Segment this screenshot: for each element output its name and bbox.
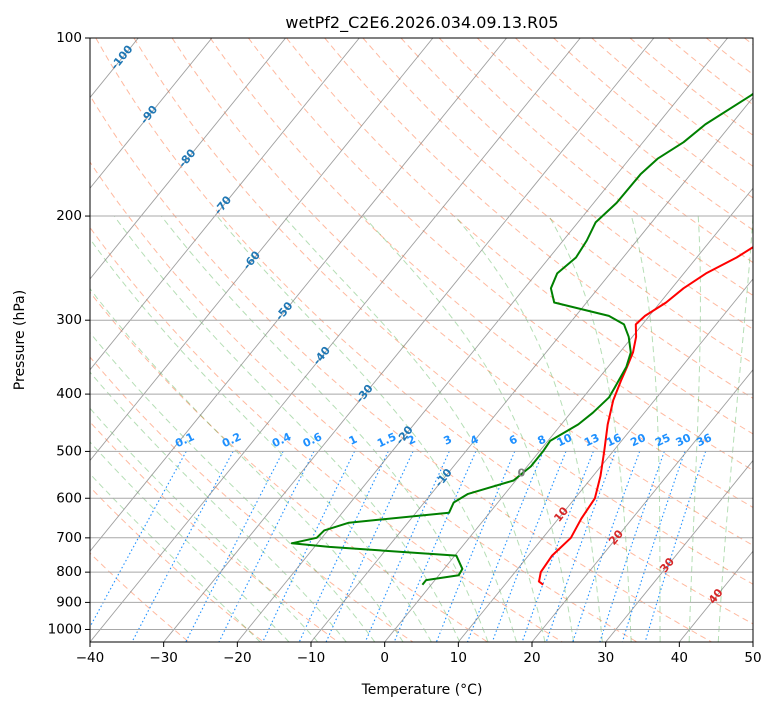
x-tick-label: 50 <box>744 650 761 666</box>
isotherm-line <box>310 96 753 642</box>
mixing-ratio-line <box>521 451 594 642</box>
mixing-ratio-label: 36 <box>694 431 714 449</box>
dewpoint-profile <box>290 92 753 586</box>
chart-title: wetPf2_C2E6.2026.034.09.13.R05 <box>285 13 558 33</box>
y-tick-label: 300 <box>56 312 82 328</box>
x-tick-label: 0 <box>380 650 389 666</box>
moist-adiabat <box>688 215 701 642</box>
isotherm-line <box>236 38 728 642</box>
background-lines <box>0 38 753 642</box>
mixing-ratio-label: 30 <box>674 431 694 449</box>
y-tick-label: 200 <box>56 208 82 224</box>
y-tick-label: 500 <box>56 443 82 459</box>
moist-adiabat <box>90 441 290 642</box>
isotherm-line <box>605 459 753 642</box>
mixing-ratio-label: 13 <box>582 431 601 449</box>
isotherm-line <box>752 641 753 642</box>
dry-adiabat <box>90 291 488 642</box>
y-tick-label: 100 <box>56 30 82 46</box>
dry-adiabat <box>90 226 563 642</box>
moist-adiabat <box>113 215 461 642</box>
y-tick-label: 800 <box>56 564 82 580</box>
plot-background <box>90 38 753 642</box>
x-axis-label: Temperature (°C) <box>361 682 483 698</box>
plot-frame <box>89 37 754 643</box>
y-tick-label: 400 <box>56 386 82 402</box>
mixing-ratio-label: 25 <box>653 431 672 449</box>
freezing-label: 0 <box>518 467 526 480</box>
dry-adiabat <box>90 94 712 642</box>
x-tick-label: −10 <box>297 650 326 666</box>
mixing-ratio-label: 20 <box>628 431 648 449</box>
dry-adiabat <box>324 38 753 399</box>
moist-adiabat <box>90 407 319 642</box>
dry-adiabat <box>209 38 753 509</box>
mixing-ratio-line <box>599 451 665 642</box>
moist-adiabat <box>630 215 661 642</box>
moist-adiabat <box>90 473 261 642</box>
temperature-profile <box>538 245 753 586</box>
mixing-ratio-line <box>262 451 355 642</box>
mixing-ratio-line <box>90 451 187 629</box>
moist-adiabat <box>90 287 404 642</box>
isotherm-line <box>90 38 286 280</box>
dry-adiabat <box>90 161 638 642</box>
y-axis: 100 200 300 400 500 600 700 800 900 1000 <box>48 30 90 637</box>
dry-adiabat <box>438 38 753 297</box>
mixing-ratio-line <box>572 451 641 642</box>
plot-area: -100-90-80-70-60-50-40-30-20-100.1 0.2 0.4… <box>0 37 754 643</box>
mixing-ratio-label: 16 <box>604 431 624 449</box>
mixing-ratio-line <box>621 451 686 642</box>
x-tick-label: 30 <box>597 650 614 666</box>
mixing-ratio-line <box>185 451 284 642</box>
moist-adiabat <box>90 371 347 642</box>
y-axis-label: Pressure (hPa) <box>12 290 28 390</box>
mixing-ratio-label: 10 <box>555 431 575 449</box>
mixing-ratio-line <box>435 451 516 642</box>
x-tick-label: 20 <box>523 650 540 666</box>
y-tick-label: 600 <box>56 490 82 506</box>
x-axis: −40 −30 −20 −10 0 10 20 30 40 50 <box>76 642 762 666</box>
dry-adiabat <box>400 38 753 330</box>
moist-adiabat <box>90 238 432 642</box>
y-tick-label: 900 <box>56 594 82 610</box>
moist-adiabat <box>216 215 517 642</box>
isotherm-line <box>531 369 753 642</box>
mixing-ratio-line <box>298 451 389 642</box>
mixing-ratio-line <box>218 451 315 642</box>
dry-adiabat <box>90 552 190 642</box>
mixing-ratio-line <box>545 451 616 642</box>
mixing-ratio-line <box>466 451 544 642</box>
moist-adiabat <box>90 331 376 642</box>
isotherm-line <box>90 38 581 642</box>
isotherm-line <box>90 38 507 552</box>
y-tick-label: 700 <box>56 530 82 546</box>
moist-adiabat <box>548 215 632 642</box>
isotherm-line <box>163 38 655 642</box>
profile-lines <box>290 92 753 586</box>
isotherm-line <box>90 38 360 371</box>
x-tick-label: 40 <box>671 650 688 666</box>
y-tick-label: 1000 <box>48 621 82 637</box>
moist-adiabat <box>717 215 753 642</box>
moist-adiabat <box>283 215 546 642</box>
isotherm-line <box>90 38 434 462</box>
x-tick-label: −30 <box>149 650 178 666</box>
dry-adiabat <box>362 38 753 365</box>
dry-adiabat <box>95 38 753 625</box>
dry-adiabat <box>133 38 753 585</box>
isotherm-line <box>457 278 753 642</box>
x-tick-label: −40 <box>76 650 105 666</box>
x-tick-label: 10 <box>450 650 467 666</box>
isotherm-line <box>0 38 65 642</box>
moist-adiabat <box>454 215 603 642</box>
x-tick-label: −20 <box>223 650 252 666</box>
isotherm-line <box>90 38 213 189</box>
